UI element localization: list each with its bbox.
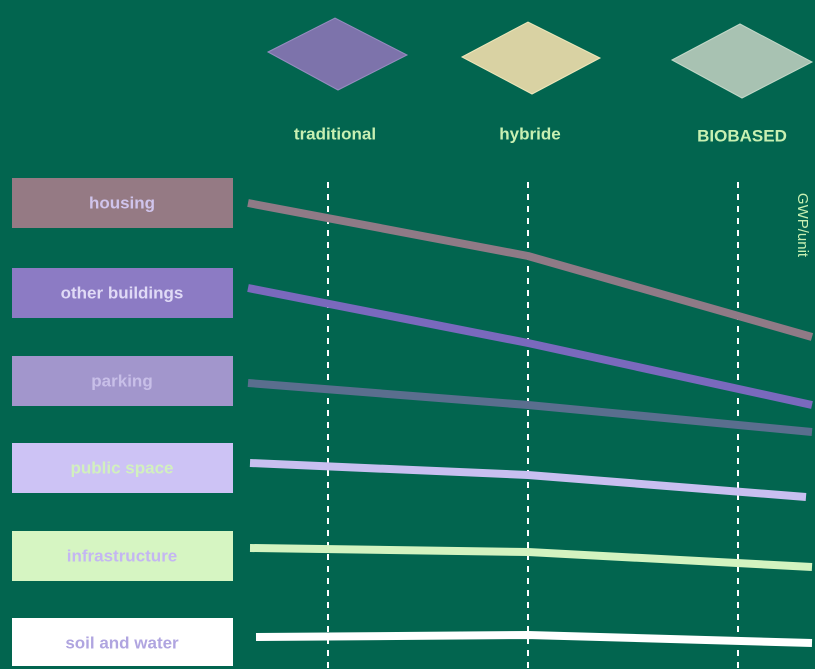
row-label: other buildings xyxy=(61,283,184,302)
column-header: hybride xyxy=(499,124,560,143)
tile-hybride xyxy=(460,21,602,95)
trend-line xyxy=(249,459,807,501)
trend-line xyxy=(247,284,813,409)
row-label: public space xyxy=(71,458,174,477)
row-label: parking xyxy=(91,371,152,390)
row-box xyxy=(12,531,233,581)
trend-line xyxy=(247,379,813,436)
row-box xyxy=(12,618,233,666)
row-label: infrastructure xyxy=(67,546,178,565)
trend-line xyxy=(255,631,813,647)
trend-lines xyxy=(247,199,814,647)
column-header: BIOBASED xyxy=(697,126,787,145)
row-label: housing xyxy=(89,193,155,212)
tile-traditional xyxy=(266,17,409,91)
axis-label: GWP/unit xyxy=(794,193,811,258)
trend-line xyxy=(249,544,813,571)
trend-line xyxy=(247,199,814,341)
row-box xyxy=(12,443,233,493)
row-label: soil and water xyxy=(65,633,179,652)
tile-biobased xyxy=(670,23,814,99)
row-box xyxy=(12,268,233,318)
row-box xyxy=(12,356,233,406)
column-header: traditional xyxy=(294,124,376,143)
row-box xyxy=(12,178,233,228)
